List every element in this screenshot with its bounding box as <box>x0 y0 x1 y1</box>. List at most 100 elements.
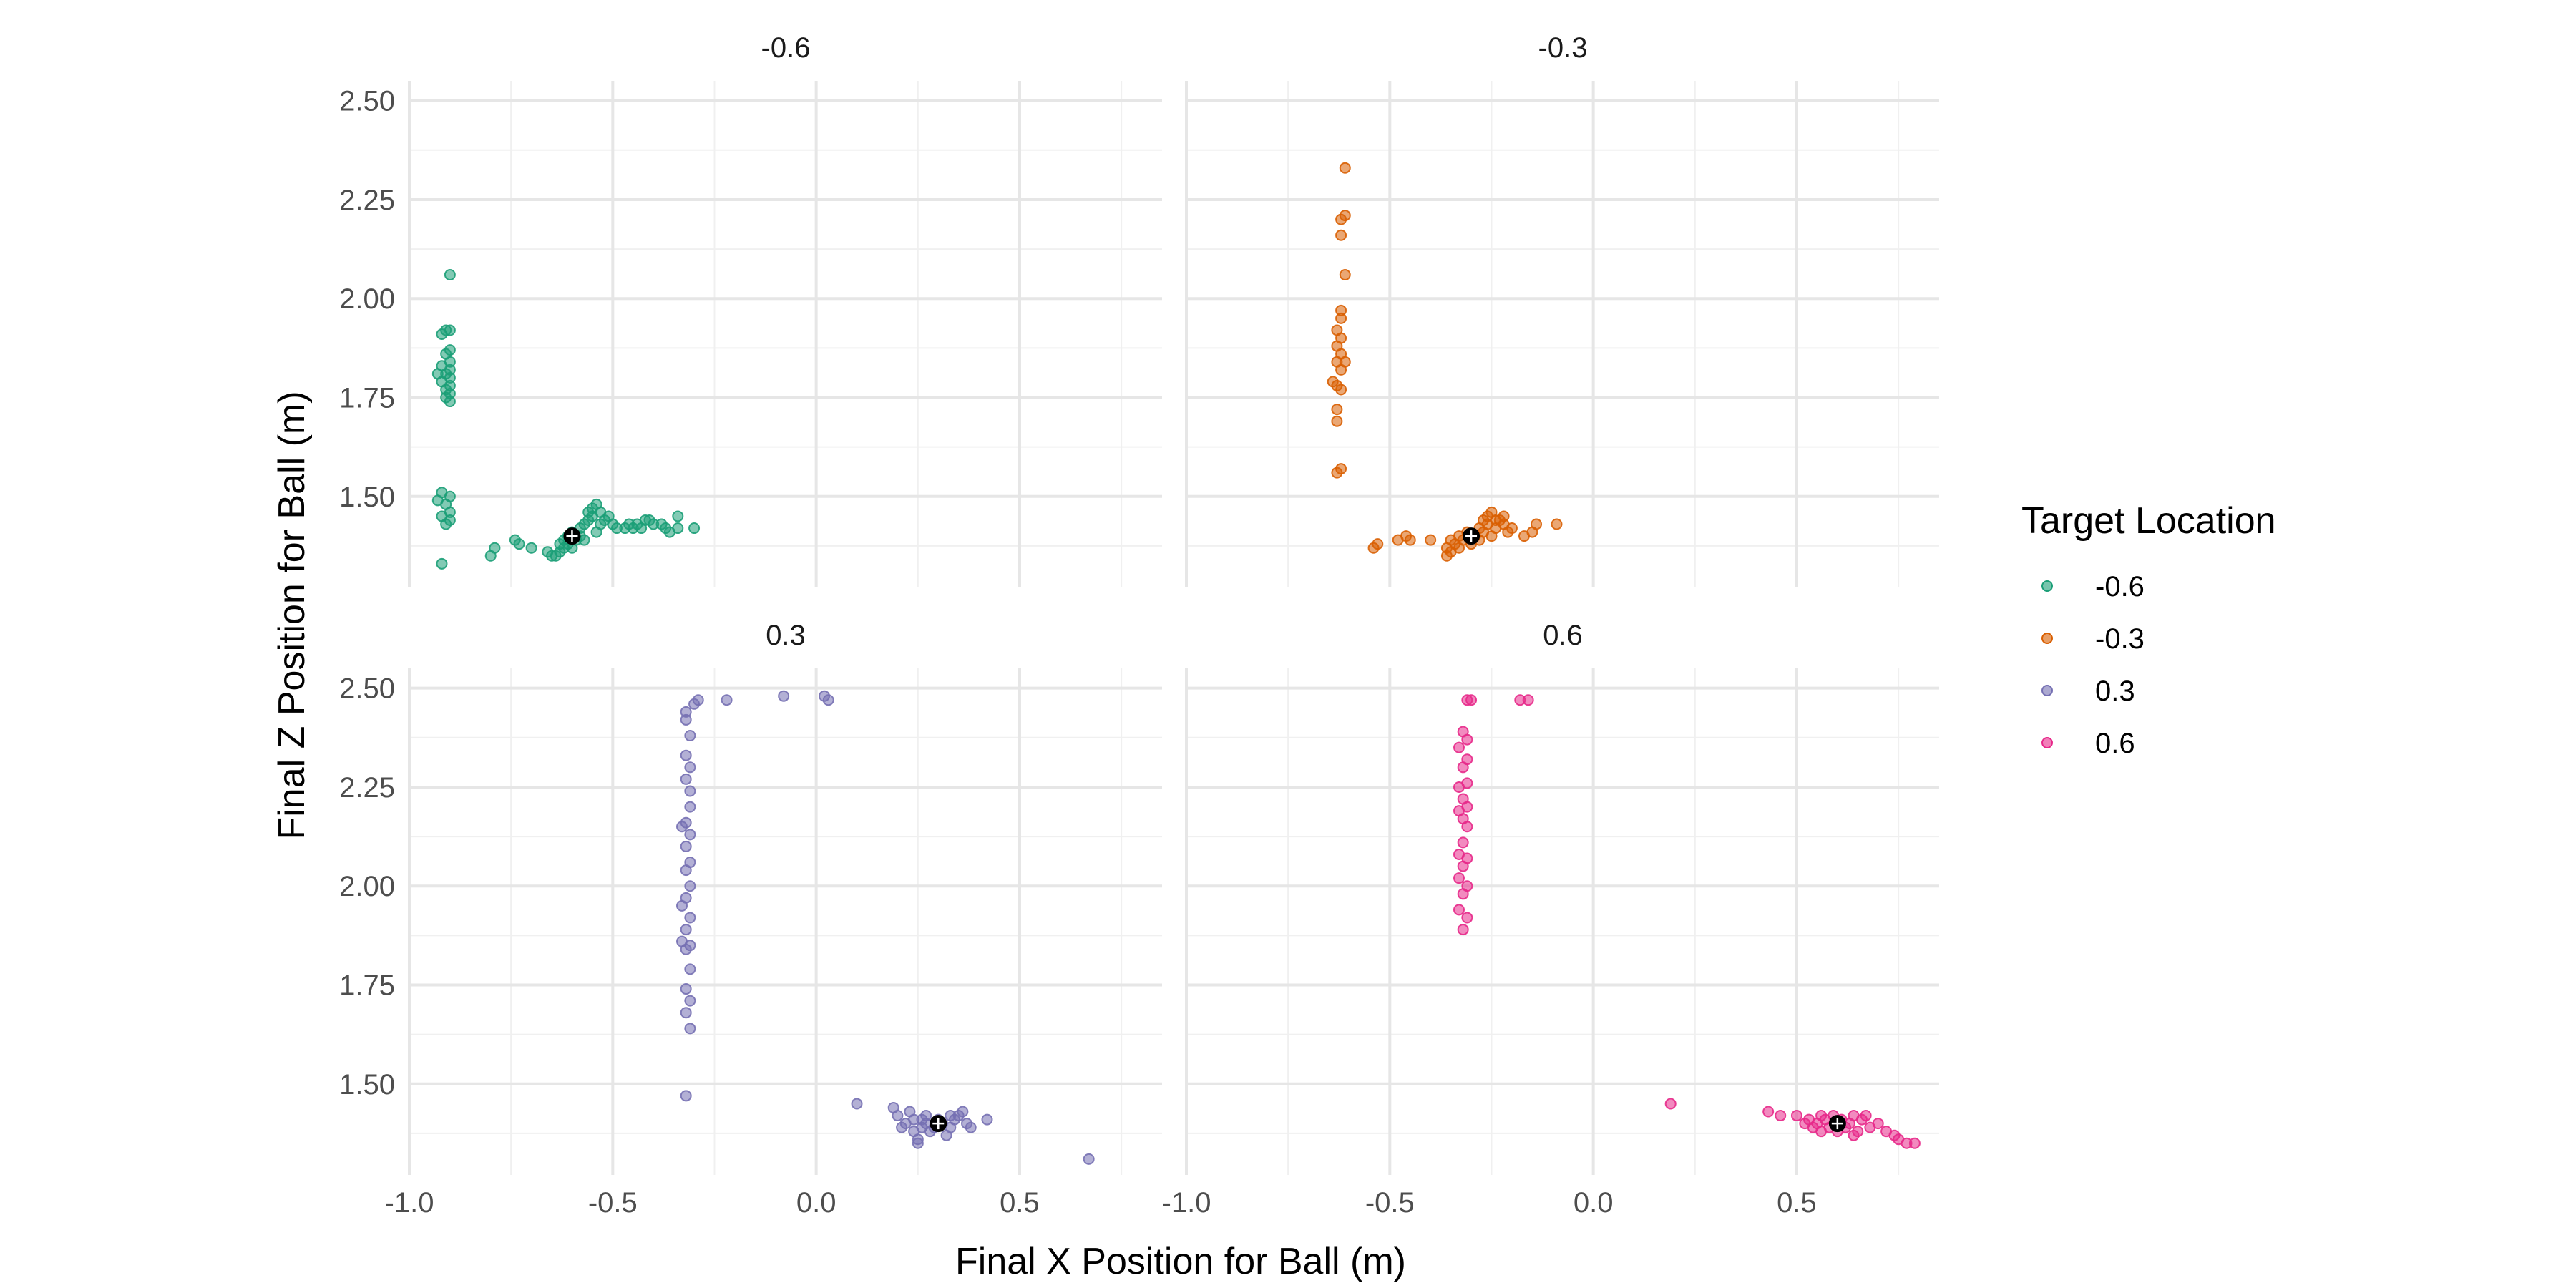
x-tick-label: -0.5 <box>1365 1187 1415 1219</box>
data-point <box>1664 1098 1677 1110</box>
data-point <box>912 1137 924 1149</box>
data-point <box>680 713 692 726</box>
legend-key-marker <box>2041 685 2053 696</box>
data-point <box>684 963 696 975</box>
x-tick-label: 0.0 <box>1574 1187 1614 1219</box>
x-axis-title: Final X Position for Ball (m) <box>955 1241 1406 1282</box>
data-point <box>513 538 525 550</box>
facet-panel: -0.3 <box>1185 32 1939 587</box>
data-point <box>444 396 456 408</box>
data-point <box>1551 518 1563 530</box>
data-point <box>892 1110 904 1122</box>
data-point <box>778 690 790 702</box>
data-point <box>672 510 684 522</box>
data-point <box>680 864 692 877</box>
data-point <box>444 269 456 281</box>
data-point <box>916 1113 928 1126</box>
y-tick-label: 1.75 <box>339 970 395 1002</box>
data-point <box>680 840 692 852</box>
data-point <box>1453 872 1465 884</box>
x-tick-label: 0.5 <box>1777 1187 1817 1219</box>
x-tick-label: 0.5 <box>1000 1187 1040 1219</box>
data-point <box>525 542 537 554</box>
x-tick-label: -1.0 <box>1162 1187 1211 1219</box>
data-point <box>1457 888 1469 900</box>
data-point <box>957 1106 969 1118</box>
data-point <box>1461 821 1473 833</box>
facet-panel: 0.6 -1.0 -0.5 0.0 0.5 <box>1162 620 1939 1219</box>
legend-item: 0.3 <box>2041 675 2135 707</box>
data-point <box>1335 229 1347 241</box>
legend-key-marker <box>2041 580 2053 592</box>
data-point <box>595 518 607 530</box>
data-point <box>1872 1118 1884 1130</box>
y-tick-label: 1.50 <box>339 1069 395 1101</box>
legend-title: Target Location <box>2021 500 2276 542</box>
facet-title: 0.3 <box>766 620 806 651</box>
data-point <box>1815 1110 1828 1122</box>
data-point <box>436 328 448 340</box>
legend-item: -0.6 <box>2041 571 2145 602</box>
facet-panels: -0.6 1.50 1.75 2.00 2.25 2.50 -0.3 0.3 1.50 1.75 2… <box>339 32 1939 1219</box>
data-point <box>1404 534 1416 546</box>
data-point <box>688 522 701 535</box>
legend-item: 0.6 <box>2041 728 2135 759</box>
data-point <box>578 534 590 546</box>
data-point <box>1331 467 1343 479</box>
x-tick-label: 0.0 <box>796 1187 836 1219</box>
y-tick-label: 1.50 <box>339 482 395 513</box>
y-tick-label: 2.25 <box>339 772 395 804</box>
data-point <box>1908 1137 1921 1149</box>
legend-key-marker <box>2041 737 2053 748</box>
data-point <box>1335 213 1347 225</box>
data-point <box>1453 904 1465 916</box>
data-point <box>1522 694 1534 706</box>
data-point <box>684 730 696 742</box>
data-point <box>1335 364 1347 376</box>
data-point <box>684 785 696 797</box>
data-point <box>1445 534 1457 546</box>
data-point <box>1762 1106 1775 1118</box>
data-point <box>1331 404 1343 416</box>
data-point <box>440 518 452 530</box>
data-point <box>1457 761 1469 774</box>
data-point <box>684 912 696 924</box>
data-point <box>965 1121 977 1133</box>
y-tick-label: 2.25 <box>339 185 395 216</box>
data-point <box>1485 530 1498 542</box>
data-point <box>1335 312 1347 324</box>
data-point <box>684 801 696 813</box>
data-point <box>1339 162 1351 174</box>
y-axis-title: Final Z Position for Ball (m) <box>271 391 313 839</box>
y-tick-label: 1.75 <box>339 383 395 414</box>
y-tick-label: 2.00 <box>339 283 395 315</box>
data-point <box>945 1110 957 1122</box>
data-point <box>1453 741 1465 753</box>
data-point <box>688 698 701 710</box>
data-point <box>1083 1153 1095 1165</box>
y-tick-label: 2.50 <box>339 86 395 117</box>
facet-title: -0.6 <box>761 32 811 64</box>
data-point <box>684 995 696 1007</box>
data-point <box>1425 534 1437 546</box>
data-point <box>981 1113 993 1126</box>
data-point <box>896 1121 908 1133</box>
data-point <box>680 773 692 785</box>
data-point <box>1457 836 1469 849</box>
data-point <box>1860 1110 1872 1122</box>
data-point <box>822 694 834 706</box>
data-point <box>1331 415 1343 427</box>
data-point <box>675 899 688 912</box>
y-tick-label: 2.50 <box>339 673 395 705</box>
x-tick-label: -0.5 <box>588 1187 638 1219</box>
data-point <box>684 761 696 774</box>
data-point <box>1490 514 1502 526</box>
data-point <box>1461 733 1473 746</box>
data-point <box>684 1023 696 1035</box>
data-point <box>1457 860 1469 872</box>
legend-label: -0.6 <box>2095 571 2145 602</box>
data-point <box>1506 522 1518 535</box>
data-point <box>680 749 692 761</box>
data-point <box>1339 269 1351 281</box>
legend-label: 0.3 <box>2095 675 2135 707</box>
